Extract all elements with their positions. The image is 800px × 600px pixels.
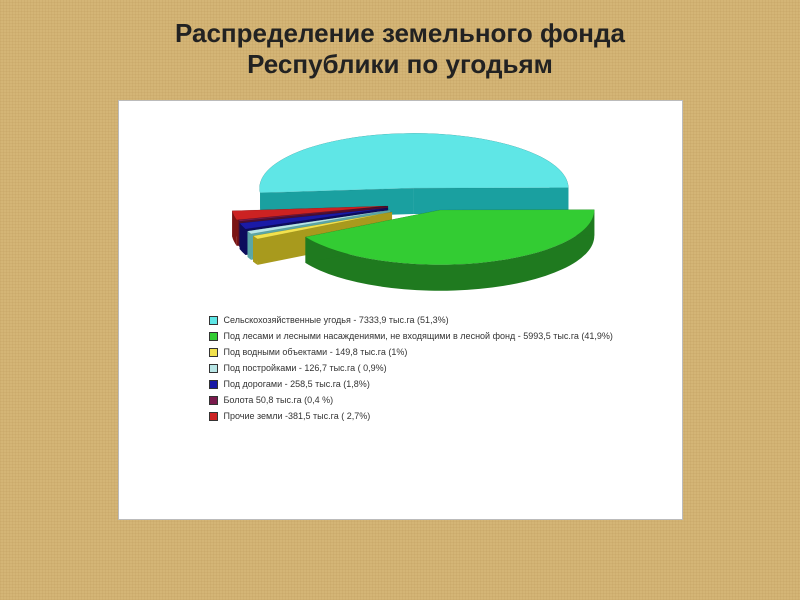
- slide-title: Распределение земельного фонда Республик…: [0, 0, 800, 80]
- chart-card: Сельскохозяйственные угодья - 7333,9 тыс…: [118, 100, 683, 520]
- legend-swatch: [209, 380, 218, 389]
- legend-label: Прочие земли -381,5 тыс.га ( 2,7%): [224, 411, 371, 421]
- title-line-1: Распределение земельного фонда: [0, 18, 800, 49]
- legend-swatch: [209, 332, 218, 341]
- legend-label: Болота 50,8 тыс.га (0,4 %): [224, 395, 334, 405]
- legend-swatch: [209, 412, 218, 421]
- legend-item: Прочие земли -381,5 тыс.га ( 2,7%): [209, 411, 682, 421]
- legend-swatch: [209, 348, 218, 357]
- legend-swatch: [209, 364, 218, 373]
- legend-label: Под водными объектами - 149,8 тыс.га (1%…: [224, 347, 408, 357]
- legend-item: Под постройками - 126,7 тыс.га ( 0,9%): [209, 363, 682, 373]
- legend-label: Под постройками - 126,7 тыс.га ( 0,9%): [224, 363, 387, 373]
- title-line-2: Республики по угодьям: [0, 49, 800, 80]
- legend-label: Под дорогами - 258,5 тыс.га (1,8%): [224, 379, 370, 389]
- legend: Сельскохозяйственные угодья - 7333,9 тыс…: [119, 311, 682, 421]
- legend-item: Под дорогами - 258,5 тыс.га (1,8%): [209, 379, 682, 389]
- legend-item: Под водными объектами - 149,8 тыс.га (1%…: [209, 347, 682, 357]
- pie-3d-chart: [119, 101, 682, 311]
- pie-slice-top: [259, 134, 568, 194]
- legend-item: Сельскохозяйственные угодья - 7333,9 тыс…: [209, 315, 682, 325]
- legend-item: Под лесами и лесными насаждениями, не вх…: [209, 331, 682, 341]
- legend-label: Под лесами и лесными насаждениями, не вх…: [224, 331, 613, 341]
- legend-swatch: [209, 316, 218, 325]
- legend-swatch: [209, 396, 218, 405]
- legend-item: Болота 50,8 тыс.га (0,4 %): [209, 395, 682, 405]
- legend-label: Сельскохозяйственные угодья - 7333,9 тыс…: [224, 315, 449, 325]
